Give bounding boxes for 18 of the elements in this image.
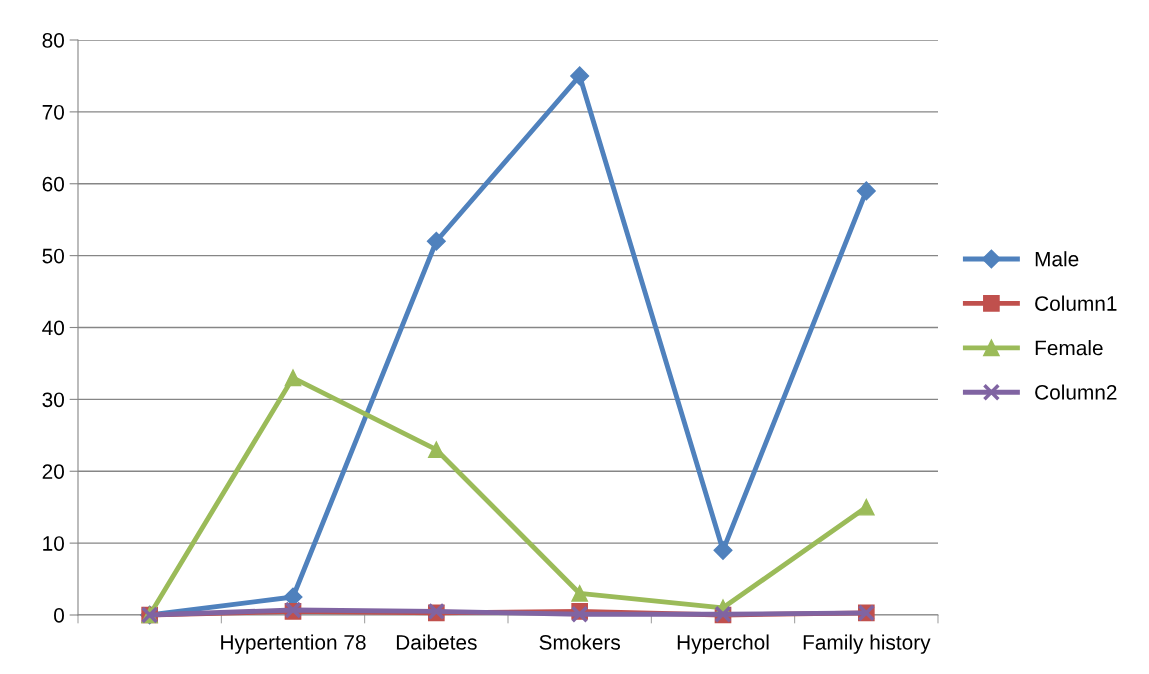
- y-tick-label: 60: [42, 176, 64, 192]
- y-tick-label: 20: [42, 464, 64, 479]
- y-tick-label: 40: [42, 320, 64, 336]
- legend-label: Column1: [1035, 295, 1117, 311]
- x-tick-label: Smokers: [539, 634, 621, 650]
- y-tick-label: 30: [42, 392, 64, 408]
- legend-label: Column2: [1035, 384, 1117, 400]
- x-tick-label: Hypertention 78: [221, 634, 366, 654]
- y-tick-label: 0: [54, 608, 64, 623]
- x-tick-label: Hyperchol: [677, 634, 769, 654]
- y-tick-label: 70: [42, 104, 64, 120]
- y-tick-label: 50: [42, 248, 64, 264]
- x-tick-label: Daibetes: [396, 634, 477, 650]
- y-tick-label: 10: [43, 536, 64, 551]
- x-tick-label: Family history: [803, 634, 931, 654]
- legend-label: Male: [1035, 251, 1079, 267]
- legend-label: Female: [1035, 340, 1103, 356]
- y-tick-label: 80: [42, 33, 64, 48]
